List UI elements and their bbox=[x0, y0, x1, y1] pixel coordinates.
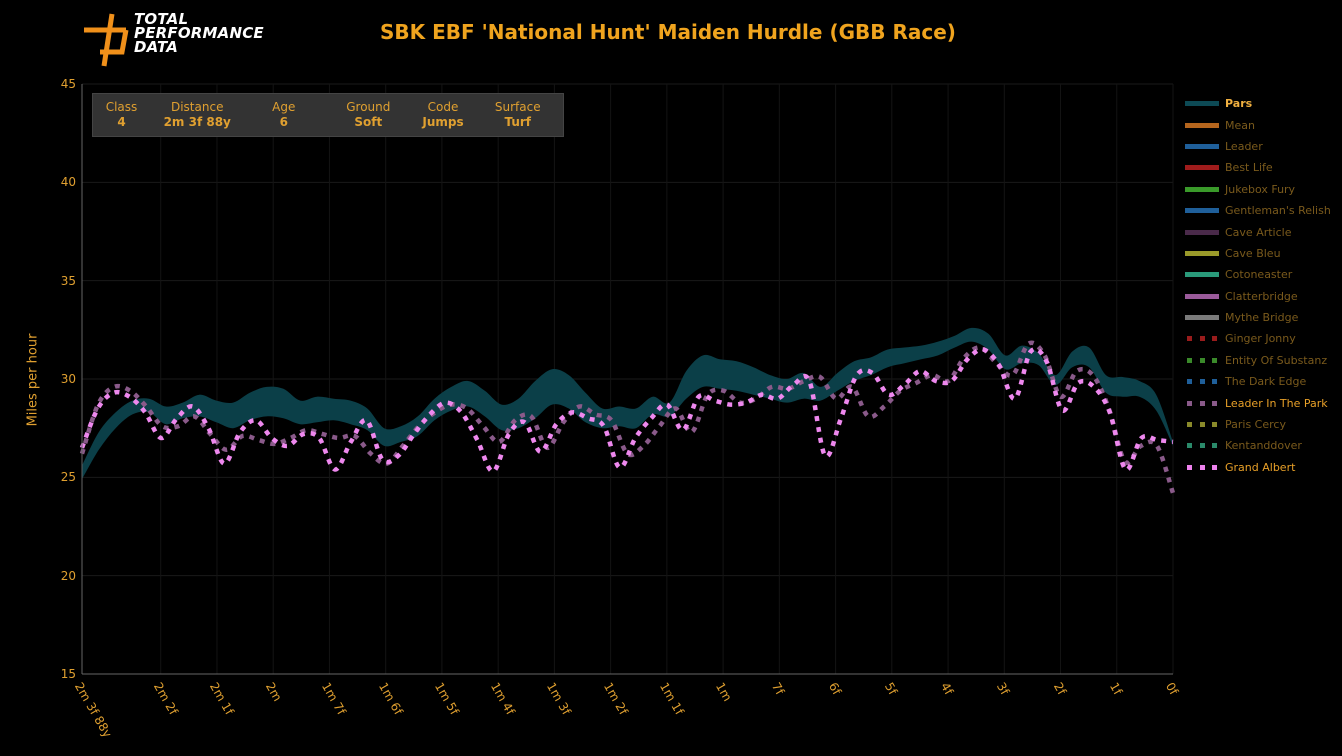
logo-text: TOTAL PERFORMANCE DATA bbox=[134, 10, 264, 56]
legend-item[interactable]: Pars bbox=[1185, 93, 1342, 114]
dotted-line-swatch-icon bbox=[1185, 464, 1219, 470]
pars-band bbox=[82, 327, 1173, 480]
info-value: 4 bbox=[117, 115, 126, 129]
legend-label: Cotoneaster bbox=[1225, 268, 1293, 282]
series-layer bbox=[79, 327, 1176, 494]
legend-label: Entity Of Substanz bbox=[1225, 353, 1328, 367]
legend-item[interactable]: Gentleman's Relish bbox=[1185, 200, 1342, 221]
solid-line-swatch-icon bbox=[1185, 101, 1219, 107]
legend-item[interactable]: The Dark Edge bbox=[1185, 371, 1342, 392]
legend-label: Mythe Bridge bbox=[1225, 311, 1299, 325]
legend-item[interactable]: Cave Bleu bbox=[1185, 243, 1342, 264]
solid-line-swatch-icon bbox=[1185, 229, 1219, 235]
legend-label: Clatterbridge bbox=[1225, 289, 1298, 303]
logo-line-1: TOTAL bbox=[134, 10, 189, 28]
dotted-line-swatch-icon bbox=[1185, 443, 1219, 449]
info-ground: Ground Soft bbox=[323, 94, 413, 136]
legend-item[interactable]: Leader bbox=[1185, 136, 1342, 157]
solid-line-swatch-icon bbox=[1185, 293, 1219, 299]
y-axis-label: Miles per hour bbox=[25, 333, 41, 427]
solid-line-swatch-icon bbox=[1185, 208, 1219, 214]
dotted-line-swatch-icon bbox=[1185, 379, 1219, 385]
info-label: Ground bbox=[346, 100, 391, 114]
gridlines bbox=[81, 83, 1174, 675]
info-value: Jumps bbox=[422, 115, 464, 129]
y-tick-label: 40 bbox=[60, 175, 76, 190]
logo-mark-icon bbox=[84, 13, 129, 67]
y-tick-label: 35 bbox=[60, 273, 76, 288]
y-tick-label: 30 bbox=[60, 372, 76, 386]
solid-line-swatch-icon bbox=[1185, 143, 1219, 149]
info-distance: Distance 2m 3f 88y bbox=[150, 94, 244, 136]
solid-line-swatch-icon bbox=[1185, 315, 1219, 321]
info-label: Age bbox=[272, 100, 296, 114]
info-value: 6 bbox=[279, 115, 288, 129]
info-label: Distance bbox=[170, 100, 224, 114]
legend-item[interactable]: Kentanddover bbox=[1185, 435, 1342, 456]
y-tick-label: 25 bbox=[60, 470, 76, 485]
legend-item[interactable]: Mean bbox=[1185, 114, 1342, 135]
solid-line-swatch-icon bbox=[1185, 122, 1219, 128]
info-class: Class 4 bbox=[93, 94, 150, 136]
y-tick-label: 45 bbox=[60, 77, 76, 91]
legend-item[interactable]: Clatterbridge bbox=[1185, 286, 1342, 307]
legend-item[interactable]: Paris Cercy bbox=[1185, 414, 1342, 435]
dotted-line-swatch-icon bbox=[1185, 400, 1219, 406]
info-label: Code bbox=[427, 100, 459, 114]
legend-label: Gentleman's Relish bbox=[1225, 204, 1331, 218]
y-tick-label: 15 bbox=[60, 667, 76, 681]
logo-line-2: PERFORMANCE bbox=[134, 24, 264, 42]
legend-item[interactable]: Leader In The Park bbox=[1185, 392, 1342, 413]
info-label: Class bbox=[105, 100, 138, 114]
dotted-line-swatch-icon bbox=[1185, 357, 1219, 363]
legend-item[interactable]: Grand Albert bbox=[1185, 457, 1342, 478]
info-age: Age 6 bbox=[244, 94, 323, 136]
solid-line-swatch-icon bbox=[1185, 272, 1219, 278]
legend-label: Pars bbox=[1225, 97, 1253, 111]
legend-item[interactable]: Jukebox Fury bbox=[1185, 179, 1342, 200]
info-value: Soft bbox=[354, 115, 383, 129]
legend-label: Best Life bbox=[1225, 161, 1273, 175]
legend-label: Cave Bleu bbox=[1225, 246, 1281, 260]
legend-label: Kentanddover bbox=[1225, 439, 1302, 453]
legend-item[interactable]: Mythe Bridge bbox=[1185, 307, 1342, 328]
legend-label: Grand Albert bbox=[1225, 460, 1296, 474]
solid-line-swatch-icon bbox=[1185, 165, 1219, 171]
legend-label: Leader In The Park bbox=[1225, 396, 1328, 410]
chart-title: SBK EBF 'National Hunt' Maiden Hurdle (G… bbox=[380, 20, 956, 44]
y-tick-label: 20 bbox=[60, 568, 76, 583]
legend-label: Mean bbox=[1225, 118, 1255, 132]
info-value: 2m 3f 88y bbox=[163, 115, 231, 129]
legend-label: Paris Cercy bbox=[1225, 418, 1286, 432]
legend-label: Jukebox Fury bbox=[1225, 182, 1296, 196]
dotted-line-swatch-icon bbox=[1185, 422, 1219, 428]
chart-legend: Pars Mean Leader Best Life Jukebox Fury Gentl… bbox=[1185, 93, 1342, 478]
info-code: Code Jumps bbox=[414, 94, 473, 136]
series-grand-albert[interactable] bbox=[79, 346, 1174, 474]
legend-item[interactable]: Best Life bbox=[1185, 157, 1342, 178]
dotted-line-swatch-icon bbox=[1185, 336, 1219, 342]
legend-item[interactable]: Cotoneaster bbox=[1185, 264, 1342, 285]
legend-item[interactable]: Entity Of Substanz bbox=[1185, 350, 1342, 371]
legend-item[interactable]: Ginger Jonny bbox=[1185, 328, 1342, 349]
legend-label: Cave Article bbox=[1225, 225, 1292, 239]
brand-logo: TOTAL PERFORMANCE DATA bbox=[82, 10, 282, 70]
race-info-box: Class 4 Distance 2m 3f 88y Age 6 Ground … bbox=[92, 93, 564, 137]
solid-line-swatch-icon bbox=[1185, 250, 1219, 256]
info-surface: Surface Turf bbox=[473, 94, 563, 136]
legend-item[interactable]: Cave Article bbox=[1185, 221, 1342, 242]
legend-label: Ginger Jonny bbox=[1225, 332, 1296, 346]
logo-line-3: DATA bbox=[134, 38, 179, 56]
info-label: Surface bbox=[494, 100, 541, 114]
info-value: Turf bbox=[504, 115, 532, 129]
legend-label: Leader bbox=[1225, 139, 1263, 153]
solid-line-swatch-icon bbox=[1185, 186, 1219, 192]
legend-label: The Dark Edge bbox=[1225, 375, 1307, 389]
